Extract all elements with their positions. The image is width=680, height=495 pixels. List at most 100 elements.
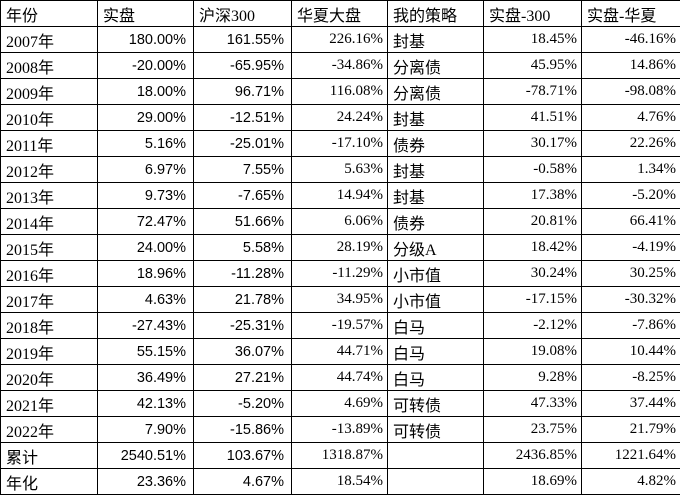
huaxia-cell[interactable]: 34.95% (291, 286, 388, 313)
strategy-cell[interactable]: 小市值 (387, 286, 484, 313)
shipan-cell[interactable]: 4.63% (97, 286, 194, 313)
hs300-cell[interactable]: -7.65% (193, 182, 292, 209)
huaxia-cell[interactable]: -19.57% (291, 312, 388, 339)
vs300-cell[interactable]: 47.33% (483, 390, 582, 417)
huaxia-cell[interactable]: 24.24% (291, 104, 388, 131)
huaxia-cell[interactable]: -11.29% (291, 260, 388, 287)
year-cell[interactable]: 2019年 (0, 338, 98, 365)
strategy-cell[interactable]: 白马 (387, 364, 484, 391)
strategy-cell[interactable]: 封基 (387, 26, 484, 53)
hs300-cell[interactable]: 4.67% (193, 468, 292, 495)
strategy-cell[interactable] (387, 442, 484, 469)
vshuaxia-cell[interactable]: 21.79% (581, 416, 680, 443)
vs300-cell[interactable]: -0.58% (483, 156, 582, 183)
vshuaxia-cell[interactable]: 10.44% (581, 338, 680, 365)
huaxia-cell[interactable]: 6.06% (291, 208, 388, 235)
huaxia-cell[interactable]: 5.63% (291, 156, 388, 183)
hs300-cell[interactable]: -11.28% (193, 260, 292, 287)
shipan-cell[interactable]: 180.00% (97, 26, 194, 53)
col-header-vshuaxia[interactable]: 实盘-华夏 (581, 0, 680, 27)
vshuaxia-cell[interactable]: -98.08% (581, 78, 680, 105)
hs300-cell[interactable]: -12.51% (193, 104, 292, 131)
vs300-cell[interactable]: 45.95% (483, 52, 582, 79)
vs300-cell[interactable]: 9.28% (483, 364, 582, 391)
vshuaxia-cell[interactable]: -30.32% (581, 286, 680, 313)
vs300-cell[interactable]: 20.81% (483, 208, 582, 235)
vshuaxia-cell[interactable]: 66.41% (581, 208, 680, 235)
hs300-cell[interactable]: -5.20% (193, 390, 292, 417)
year-cell[interactable]: 2007年 (0, 26, 98, 53)
huaxia-cell[interactable]: 28.19% (291, 234, 388, 261)
col-header-strategy[interactable]: 我的策略 (387, 0, 484, 27)
shipan-cell[interactable]: 9.73% (97, 182, 194, 209)
vshuaxia-cell[interactable]: -8.25% (581, 364, 680, 391)
year-cell[interactable]: 2009年 (0, 78, 98, 105)
vs300-cell[interactable]: 18.45% (483, 26, 582, 53)
shipan-cell[interactable]: 36.49% (97, 364, 194, 391)
col-header-year[interactable]: 年份 (0, 0, 98, 27)
huaxia-cell[interactable]: -17.10% (291, 130, 388, 157)
hs300-cell[interactable]: 21.78% (193, 286, 292, 313)
year-cell[interactable]: 年化 (0, 468, 98, 495)
huaxia-cell[interactable]: 116.08% (291, 78, 388, 105)
hs300-cell[interactable]: -15.86% (193, 416, 292, 443)
strategy-cell[interactable]: 分离债 (387, 78, 484, 105)
year-cell[interactable]: 2015年 (0, 234, 98, 261)
vs300-cell[interactable]: 23.75% (483, 416, 582, 443)
vshuaxia-cell[interactable]: 1221.64% (581, 442, 680, 469)
vshuaxia-cell[interactable]: 4.82% (581, 468, 680, 495)
year-cell[interactable]: 2016年 (0, 260, 98, 287)
strategy-cell[interactable]: 封基 (387, 182, 484, 209)
huaxia-cell[interactable]: -13.89% (291, 416, 388, 443)
shipan-cell[interactable]: 18.96% (97, 260, 194, 287)
vs300-cell[interactable]: -17.15% (483, 286, 582, 313)
year-cell[interactable]: 2011年 (0, 130, 98, 157)
vshuaxia-cell[interactable]: 4.76% (581, 104, 680, 131)
shipan-cell[interactable]: 7.90% (97, 416, 194, 443)
shipan-cell[interactable]: 55.15% (97, 338, 194, 365)
year-cell[interactable]: 2022年 (0, 416, 98, 443)
hs300-cell[interactable]: -25.01% (193, 130, 292, 157)
huaxia-cell[interactable]: 18.54% (291, 468, 388, 495)
year-cell[interactable]: 2008年 (0, 52, 98, 79)
strategy-cell[interactable]: 债券 (387, 208, 484, 235)
shipan-cell[interactable]: -20.00% (97, 52, 194, 79)
hs300-cell[interactable]: 103.67% (193, 442, 292, 469)
shipan-cell[interactable]: 42.13% (97, 390, 194, 417)
year-cell[interactable]: 2018年 (0, 312, 98, 339)
vshuaxia-cell[interactable]: 30.25% (581, 260, 680, 287)
huaxia-cell[interactable]: 4.69% (291, 390, 388, 417)
huaxia-cell[interactable]: 1318.87% (291, 442, 388, 469)
hs300-cell[interactable]: 51.66% (193, 208, 292, 235)
vshuaxia-cell[interactable]: -46.16% (581, 26, 680, 53)
hs300-cell[interactable]: 161.55% (193, 26, 292, 53)
strategy-cell[interactable]: 白马 (387, 312, 484, 339)
strategy-cell[interactable]: 分离债 (387, 52, 484, 79)
year-cell[interactable]: 累计 (0, 442, 98, 469)
shipan-cell[interactable]: -27.43% (97, 312, 194, 339)
hs300-cell[interactable]: -65.95% (193, 52, 292, 79)
year-cell[interactable]: 2010年 (0, 104, 98, 131)
col-header-vs300[interactable]: 实盘-300 (483, 0, 582, 27)
shipan-cell[interactable]: 2540.51% (97, 442, 194, 469)
shipan-cell[interactable]: 72.47% (97, 208, 194, 235)
strategy-cell[interactable]: 可转债 (387, 416, 484, 443)
year-cell[interactable]: 2020年 (0, 364, 98, 391)
vs300-cell[interactable]: 30.17% (483, 130, 582, 157)
vs300-cell[interactable]: 18.69% (483, 468, 582, 495)
vs300-cell[interactable]: 17.38% (483, 182, 582, 209)
col-header-shipan[interactable]: 实盘 (97, 0, 194, 27)
shipan-cell[interactable]: 23.36% (97, 468, 194, 495)
vshuaxia-cell[interactable]: -4.19% (581, 234, 680, 261)
shipan-cell[interactable]: 6.97% (97, 156, 194, 183)
strategy-cell[interactable]: 白马 (387, 338, 484, 365)
huaxia-cell[interactable]: 14.94% (291, 182, 388, 209)
col-header-huaxia[interactable]: 华夏大盘 (291, 0, 388, 27)
vs300-cell[interactable]: 30.24% (483, 260, 582, 287)
vs300-cell[interactable]: 19.08% (483, 338, 582, 365)
huaxia-cell[interactable]: 44.74% (291, 364, 388, 391)
vs300-cell[interactable]: -2.12% (483, 312, 582, 339)
strategy-cell[interactable]: 分级A (387, 234, 484, 261)
strategy-cell[interactable]: 封基 (387, 156, 484, 183)
year-cell[interactable]: 2021年 (0, 390, 98, 417)
